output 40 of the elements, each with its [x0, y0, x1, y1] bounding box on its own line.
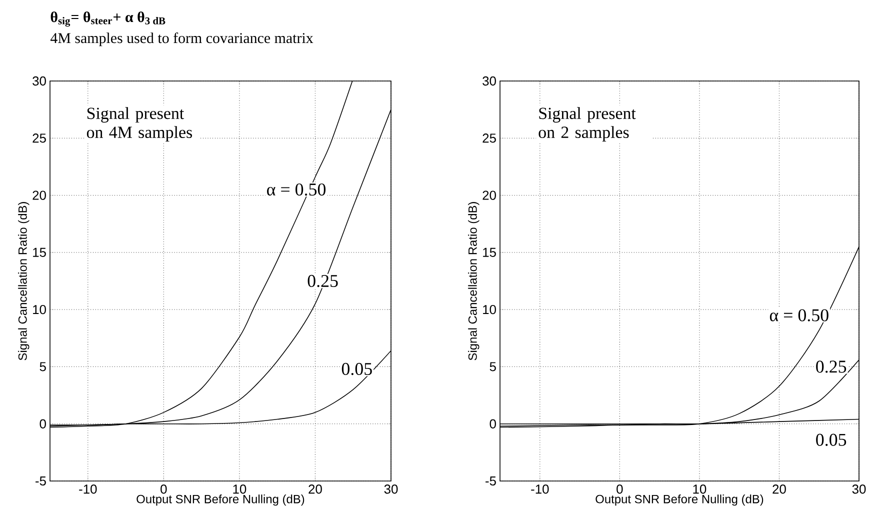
- x-tick-label: -10: [79, 484, 97, 494]
- y-tick-label: -5: [486, 476, 496, 486]
- y-tick-label: 25: [482, 134, 496, 143]
- x-tick-label: 30: [852, 484, 866, 494]
- x-tick-label: -10: [531, 484, 549, 494]
- y-tick-label: 15: [33, 248, 46, 257]
- y-tick-label: 30: [482, 76, 496, 86]
- y-tick-label: 10: [33, 304, 46, 314]
- x-tick-label: 0: [616, 484, 623, 494]
- chart-subtitle: 4M samples used to form covariance matrix: [50, 32, 314, 46]
- annotation: Signal present on 2 samples: [538, 107, 636, 142]
- series-label: 0.05: [816, 434, 846, 446]
- y-tick-label: 15: [483, 248, 496, 257]
- y-tick-label: 0: [490, 419, 496, 428]
- y-tick-label: -5: [36, 476, 46, 486]
- x-axis-title: Output SNR Before Nulling (dB): [596, 494, 764, 506]
- x-tick-label: 10: [233, 484, 246, 494]
- y-axis-title: Signal Cancellation Ratio (dB): [468, 202, 480, 360]
- series-label: 0.25: [816, 360, 846, 373]
- y-tick-label: 5: [490, 362, 496, 372]
- y-tick-label: 0: [40, 419, 46, 428]
- y-tick-label: 25: [32, 134, 46, 143]
- annotation: Signal present on 4M samples: [86, 107, 192, 142]
- x-tick-label: 20: [308, 484, 322, 494]
- y-axis-title: Signal Cancellation Ratio (dB): [18, 202, 30, 360]
- x-tick-label: 10: [693, 484, 706, 494]
- series-label: α = 0.50: [267, 183, 326, 196]
- x-tick-label: 0: [160, 484, 167, 494]
- series-label: 0.05: [342, 362, 372, 376]
- y-tick-label: 20: [482, 190, 496, 200]
- x-tick-label: 20: [772, 484, 786, 494]
- y-tick-label: 20: [32, 190, 46, 200]
- y-tick-label: 30: [32, 76, 46, 86]
- series-label: 0.25: [308, 274, 338, 288]
- x-axis-title: Output SNR Before Nulling (dB): [136, 494, 304, 506]
- series-label: α = 0.50: [770, 309, 828, 322]
- chart-title: θ$_{sig}$= θ$_{steer}$+ α θ$_{3 dB}$: [50, 12, 166, 27]
- x-tick-label: 30: [384, 484, 398, 494]
- y-tick-label: 10: [483, 304, 496, 314]
- y-tick-label: 5: [40, 362, 46, 372]
